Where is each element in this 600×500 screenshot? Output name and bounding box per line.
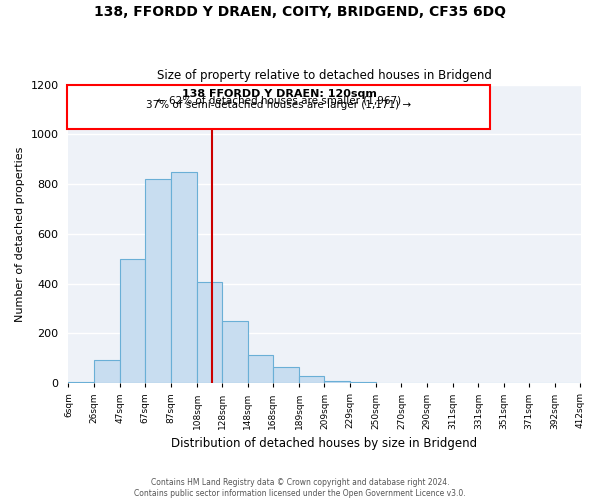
Bar xyxy=(170,172,197,384)
Text: 138 FFORDD Y DRAEN: 120sqm: 138 FFORDD Y DRAEN: 120sqm xyxy=(182,89,376,99)
Bar xyxy=(222,321,248,384)
Bar xyxy=(120,259,145,384)
Y-axis label: Number of detached properties: Number of detached properties xyxy=(15,146,25,322)
Bar xyxy=(299,376,325,384)
Bar xyxy=(350,382,376,384)
Bar xyxy=(197,282,222,384)
Bar xyxy=(248,354,273,384)
Bar xyxy=(145,179,170,384)
Text: 37% of semi-detached houses are larger (1,171) →: 37% of semi-detached houses are larger (… xyxy=(146,100,412,110)
FancyBboxPatch shape xyxy=(67,84,490,130)
Title: Size of property relative to detached houses in Bridgend: Size of property relative to detached ho… xyxy=(157,69,492,82)
X-axis label: Distribution of detached houses by size in Bridgend: Distribution of detached houses by size … xyxy=(172,437,478,450)
Bar xyxy=(325,381,350,384)
Bar xyxy=(94,360,120,384)
Bar xyxy=(273,367,299,384)
Text: 138, FFORDD Y DRAEN, COITY, BRIDGEND, CF35 6DQ: 138, FFORDD Y DRAEN, COITY, BRIDGEND, CF… xyxy=(94,5,506,19)
Text: ← 62% of detached houses are smaller (1,967): ← 62% of detached houses are smaller (1,… xyxy=(157,95,401,105)
Bar xyxy=(68,382,94,384)
Text: Contains HM Land Registry data © Crown copyright and database right 2024.
Contai: Contains HM Land Registry data © Crown c… xyxy=(134,478,466,498)
